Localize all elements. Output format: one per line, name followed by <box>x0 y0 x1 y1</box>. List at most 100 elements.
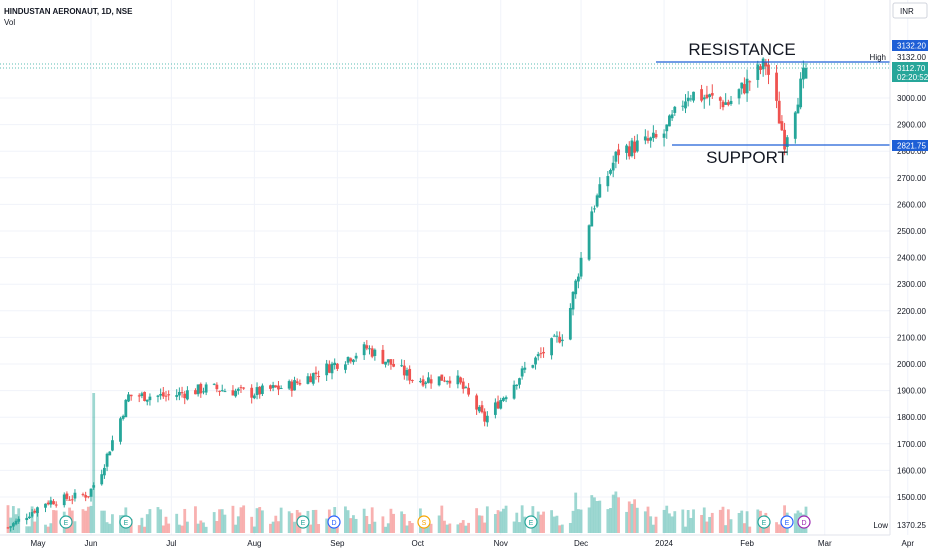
candle-body <box>354 355 358 359</box>
volume-bar <box>239 507 243 533</box>
volume-bar <box>105 522 109 533</box>
symbol-title[interactable]: HINDUSTAN AERONAUT, 1D, NSE <box>4 7 133 16</box>
volume-bar <box>164 516 168 533</box>
candle-body <box>737 89 741 99</box>
candle-body <box>199 383 203 394</box>
time-tick-label: Jun <box>85 539 98 548</box>
candle-body <box>260 385 264 394</box>
volume-bar <box>702 507 706 533</box>
volume-bar <box>614 491 618 533</box>
high-badge: High 3132.00 <box>870 53 927 62</box>
candle-body <box>718 97 722 101</box>
volume-bar <box>242 505 246 533</box>
event-marker[interactable] <box>757 515 771 529</box>
event-marker[interactable] <box>119 515 133 529</box>
candle-body <box>346 356 350 363</box>
currency-button[interactable]: INR <box>892 2 928 19</box>
candle-body <box>496 401 500 409</box>
candle-body <box>756 64 760 80</box>
price-axis[interactable]: 1500.00 1600.00 1700.00 1800.00 1900.00 2000.… <box>897 94 926 502</box>
event-marker[interactable] <box>417 515 431 529</box>
candle-body <box>445 380 449 382</box>
candle-body <box>726 102 730 105</box>
volume-bar <box>373 521 377 533</box>
candle-body <box>164 395 168 397</box>
volume-bar <box>480 515 484 533</box>
candle-body <box>633 141 637 153</box>
volume-bar <box>384 526 387 533</box>
event-marker-label: E <box>762 520 767 527</box>
volume-bar <box>654 516 658 533</box>
candle-body <box>721 101 725 108</box>
time-tick-label: 2024 <box>655 539 673 548</box>
volume-bar <box>405 525 409 533</box>
candle-body <box>686 97 690 102</box>
volume-bar <box>215 520 219 533</box>
candle-body <box>649 137 653 141</box>
candle-body <box>400 365 404 367</box>
candle-body <box>531 365 535 368</box>
volume-bar <box>199 520 203 533</box>
candle-body <box>62 494 66 506</box>
event-marker[interactable] <box>327 515 341 529</box>
candle-body <box>384 361 387 365</box>
event-marker[interactable] <box>780 515 794 529</box>
candlestick-series[interactable] <box>6 57 808 532</box>
time-axis[interactable]: May Jun Jul Aug Sep Oct Nov Dec 2024 Feb Mar Apr <box>30 539 914 548</box>
candle-body <box>576 276 580 282</box>
svg-text:2821.75: 2821.75 <box>897 142 926 151</box>
candle-body <box>587 225 591 260</box>
event-marker-label: E <box>301 520 306 527</box>
volume-bar <box>252 526 256 533</box>
price-tick-label: 1900.00 <box>897 387 926 396</box>
candle-body <box>611 162 615 171</box>
candle-body <box>68 499 71 501</box>
candle-body <box>552 335 556 337</box>
event-marker[interactable] <box>797 515 811 529</box>
volume-bar <box>520 505 524 533</box>
volume-bar <box>223 514 227 533</box>
candle-body <box>748 81 752 83</box>
event-marker-label: D <box>801 520 806 527</box>
candle-body <box>111 440 114 451</box>
candle-body <box>574 280 578 295</box>
candle-body <box>258 386 262 395</box>
event-marker-label: E <box>64 520 69 527</box>
volume-bar <box>627 501 631 533</box>
candle-body <box>269 385 272 389</box>
candle-body <box>239 387 243 389</box>
volume-bar <box>148 509 152 533</box>
event-marker[interactable] <box>296 515 310 529</box>
volume-bar <box>467 522 470 533</box>
candle-body <box>274 385 278 388</box>
candle-body <box>542 351 545 354</box>
event-marker[interactable] <box>59 515 73 529</box>
resistance-annotation: RESISTANCE <box>688 40 795 59</box>
candle-body <box>11 523 15 527</box>
candle-body <box>515 384 519 387</box>
volume-bar <box>183 508 187 533</box>
candle-body <box>119 418 122 442</box>
candle-body <box>325 363 329 376</box>
volume-bar <box>729 519 733 533</box>
candle-body <box>777 100 781 124</box>
volume-bar <box>204 526 208 533</box>
volume-bar <box>258 506 262 533</box>
candle-body <box>140 393 144 397</box>
volume-bar <box>33 521 37 533</box>
volume-bar <box>475 508 479 533</box>
volume-bar <box>352 515 355 533</box>
volume-bar <box>309 524 312 533</box>
candle-body <box>17 518 21 522</box>
event-marker[interactable] <box>524 515 538 529</box>
volume-bar <box>381 516 385 533</box>
volume-bar <box>651 524 655 533</box>
candle-body <box>362 344 366 356</box>
candle-body <box>799 78 803 108</box>
candle-body <box>504 397 508 400</box>
volume-bar <box>606 509 610 533</box>
volume-bar <box>512 521 516 533</box>
candle-body <box>804 68 808 79</box>
